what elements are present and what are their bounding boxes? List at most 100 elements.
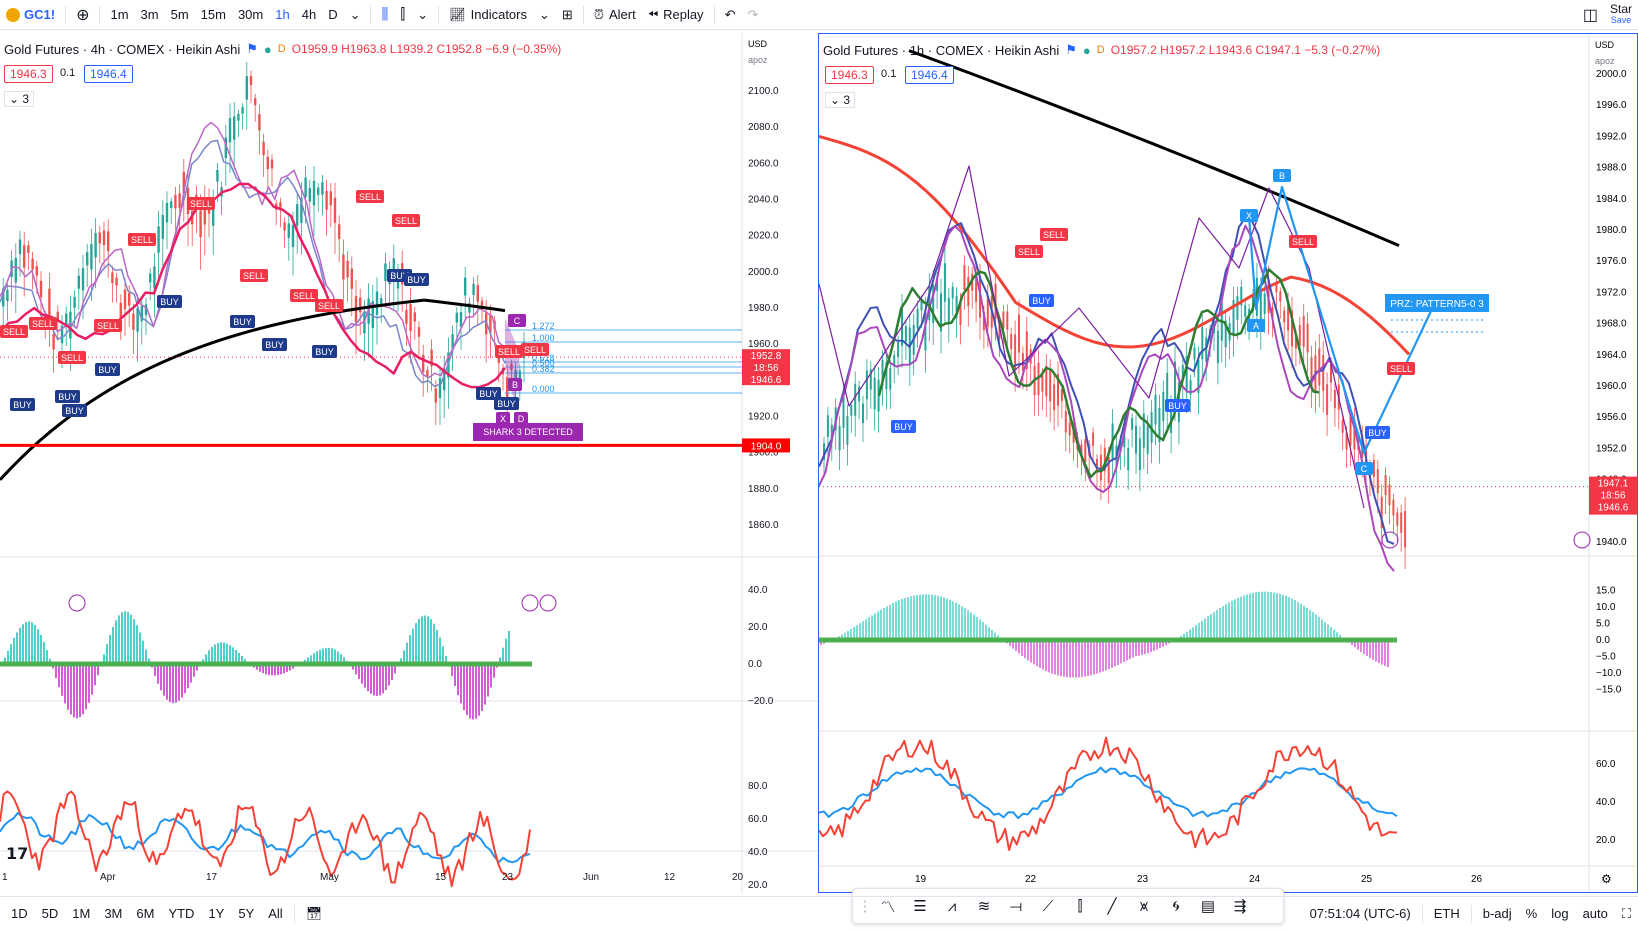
right-candle-body — [1135, 425, 1137, 454]
right-time-tick: 26 — [1471, 874, 1483, 885]
parallel-channel-tool-icon[interactable]: ▤ — [1200, 898, 1216, 915]
right-chart-pane[interactable]: USD apoz 2000.0 1996.0 1992.0 1988.0 1984.0 198… — [818, 33, 1638, 893]
interval-3m[interactable]: 3m — [140, 7, 159, 22]
right-replay-circle-icon — [1573, 531, 1591, 549]
fib-spiral-tool-icon[interactable]: 🌀︎ — [1172, 897, 1180, 915]
interval-dropdown[interactable]: ⌄ — [344, 0, 367, 30]
auto-button[interactable]: auto — [1582, 906, 1608, 921]
right-candle-body — [1189, 380, 1192, 395]
left-candle-body — [375, 291, 379, 315]
left-buy-signal-bg — [10, 398, 35, 411]
left-sell-signal: SELL — [293, 291, 315, 301]
range-1M[interactable]: 1M — [72, 906, 91, 921]
bar-style-button[interactable]: ⫼ — [375, 0, 394, 30]
left-bid-box[interactable]: 1946.3 — [4, 65, 53, 83]
fib-channel-tool-icon[interactable]: ≋ — [977, 898, 991, 915]
xabcd-pattern-tool-icon[interactable]: ⩙ — [1139, 897, 1149, 915]
alert-button[interactable]: ⏰︎ Alert — [588, 0, 642, 30]
replay-button[interactable]: ⏪︎ Replay — [642, 0, 710, 30]
trend-line-tool-icon[interactable]: ⟋ — [1042, 897, 1054, 915]
left-ma-blue — [0, 139, 506, 388]
left-candle-body — [69, 311, 72, 339]
chart-type-dropdown[interactable]: ⌄ — [411, 0, 434, 30]
interval-1h[interactable]: 1h — [275, 7, 290, 22]
range-5D[interactable]: 5D — [41, 906, 59, 921]
right-ask-box[interactable]: 1946.4 — [905, 66, 954, 84]
right-candle-body — [1162, 391, 1165, 421]
left-candle-body — [346, 260, 349, 278]
horizontal-ray-tool-icon[interactable]: ⟞ — [1009, 897, 1023, 915]
left-fib-label: 0.382 — [532, 364, 555, 374]
left-candle-body — [102, 230, 106, 245]
abc-pattern-tool-icon[interactable]: ⩘ — [947, 897, 957, 915]
left-ma-pink — [0, 182, 506, 389]
drag-handle-icon[interactable]: ⋮ — [857, 898, 873, 915]
templates-button[interactable]: ⊞ — [556, 0, 579, 30]
clock-display[interactable]: 07:51:04 (UTC-6) — [1309, 906, 1411, 921]
range-YTD[interactable]: YTD — [168, 906, 195, 921]
left-ask-box[interactable]: 1946.4 — [84, 65, 133, 83]
left-sell-signal: SELL — [32, 319, 54, 329]
right-collapse-toggle[interactable]: ⌄ 3 — [825, 92, 856, 108]
chart-type-button[interactable]: ⫿ — [394, 0, 411, 30]
left-price-tick: 2080.0 — [748, 122, 779, 133]
left-candle-body — [241, 107, 244, 114]
fib-retracement-tool-icon[interactable]: ☰ — [913, 898, 927, 915]
ray-tool-icon[interactable]: ╱ — [1107, 898, 1117, 915]
date-range-button[interactable]: 📅︎ — [299, 906, 330, 922]
status-dot-icon: ● — [263, 41, 272, 57]
range-All[interactable]: All — [268, 906, 283, 921]
interval-15m[interactable]: 15m — [200, 7, 226, 22]
range-5Y[interactable]: 5Y — [238, 906, 255, 921]
left-shark-b-bg — [508, 378, 522, 391]
range-6M[interactable]: 6M — [136, 906, 155, 921]
range-1Y[interactable]: 1Y — [208, 906, 225, 921]
left-buy-signal-bg — [262, 338, 287, 351]
compare-button[interactable]: ⊕ — [70, 0, 95, 30]
adjustment-button[interactable]: b-adj — [1482, 906, 1512, 921]
redo-button[interactable]: ↷ — [741, 0, 764, 30]
right-candle-body — [1158, 407, 1161, 443]
indicators-button[interactable]: 📈︎ Indicators — [443, 0, 533, 30]
log-button[interactable]: log — [1551, 906, 1569, 921]
right-candle-body — [1084, 439, 1087, 462]
save-button[interactable]: Star Save — [1604, 0, 1638, 30]
right-candle-body — [865, 370, 868, 400]
right-candle-body — [1193, 347, 1196, 360]
symbol-search[interactable]: GC1! — [0, 0, 61, 30]
interval-D[interactable]: D — [328, 7, 338, 22]
left-collapse-toggle[interactable]: ⌄ 3 — [4, 91, 35, 107]
elliott-wave-tool-icon[interactable]: 〽 — [880, 898, 896, 916]
range-1D[interactable]: 1D — [11, 906, 28, 921]
interval-1m[interactable]: 1m — [110, 7, 129, 22]
right-bid-box[interactable]: 1946.3 — [825, 66, 874, 84]
left-ohlc: O1959.9 H1963.8 L1939.2 C1952.8 −6.9 (−0… — [291, 42, 562, 56]
range-tool-icon[interactable]: ⇶ — [1233, 898, 1247, 915]
left-candle-body — [476, 285, 479, 302]
left-candle-body — [2, 288, 5, 307]
left-buy-signal: BUY — [315, 347, 334, 357]
right-candle-body — [1345, 432, 1348, 450]
delayed-badge: D — [277, 43, 286, 55]
fullscreen-icon[interactable]: ⛶ — [1621, 905, 1631, 921]
left-chart-pane[interactable]: USD apoz 2100.0 2080.0 2060.0 2040.0 2020.0 200… — [0, 33, 818, 893]
pitchfork-tool-icon[interactable]: ⫿ — [1077, 897, 1083, 915]
interval-30m[interactable]: 30m — [237, 7, 264, 22]
percent-button[interactable]: % — [1525, 906, 1538, 921]
undo-button[interactable]: ↶ — [719, 0, 742, 30]
interval-4h[interactable]: 4h — [301, 7, 317, 22]
right-sell-signal: SELL — [1292, 237, 1314, 247]
interval-5m[interactable]: 5m — [170, 7, 189, 22]
left-sell-signal-bg — [58, 351, 86, 364]
range-3M[interactable]: 3M — [104, 906, 123, 921]
left-buy-signal-bg — [230, 315, 255, 328]
indicators-dropdown[interactable]: ⌄ — [533, 0, 556, 30]
left-candle-body — [338, 224, 341, 240]
left-chart-canvas[interactable]: USDapoz2100.02080.02060.02040.02020.0200… — [0, 33, 818, 893]
left-candle-body — [161, 214, 164, 239]
right-candle-body — [1372, 460, 1375, 477]
session-button[interactable]: ETH — [1433, 906, 1460, 921]
right-chart-canvas[interactable]: USD apoz 2000.0 1996.0 1992.0 1988.0 1984.0 198… — [819, 34, 1637, 892]
layout-button[interactable]: ◫ — [1577, 0, 1604, 30]
right-candle-body — [1197, 359, 1200, 393]
